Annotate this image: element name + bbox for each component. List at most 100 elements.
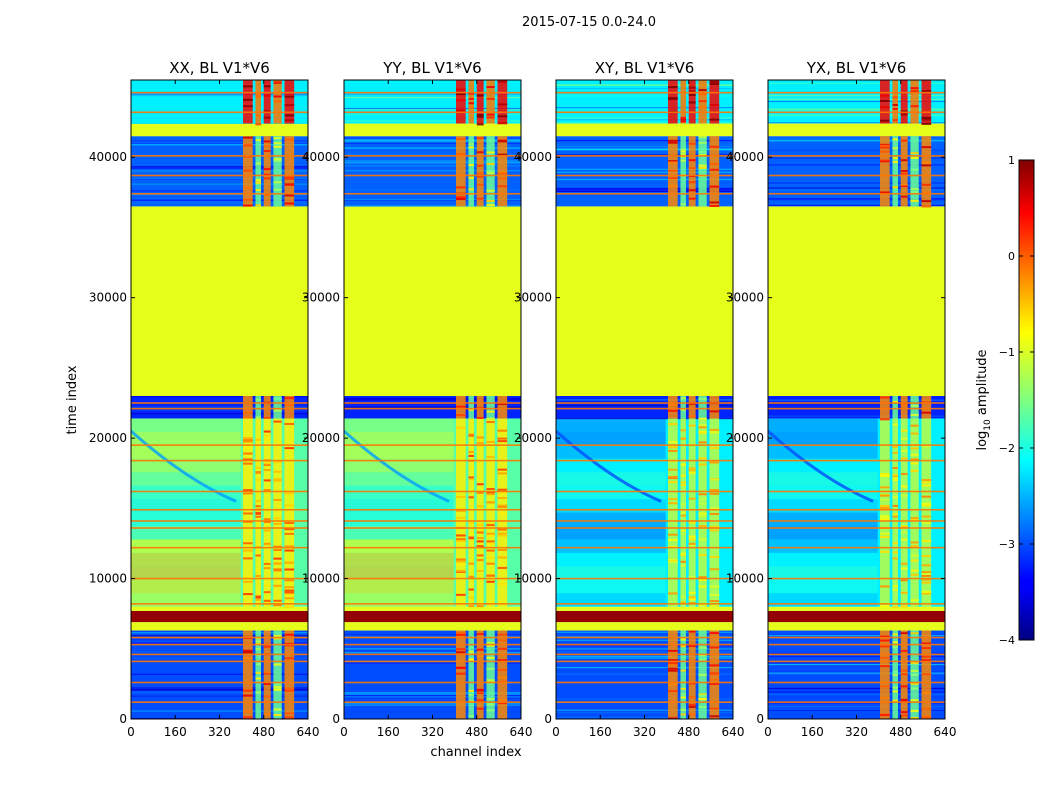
rfi-speckle	[263, 438, 271, 441]
noise-line	[131, 688, 308, 691]
rfi-speckle	[486, 189, 495, 192]
rfi-speckle	[680, 560, 686, 563]
rfi-speckle	[709, 410, 720, 413]
signal-gradient	[344, 458, 454, 473]
rfi-channel-block	[688, 395, 696, 419]
rfi-speckle	[497, 103, 508, 106]
rfi-speckle	[709, 83, 720, 86]
rfi-speckle	[273, 100, 282, 103]
rfi-speckle	[255, 574, 261, 577]
rfi-speckle	[476, 175, 484, 178]
flag-row	[344, 577, 521, 580]
rfi-speckle	[709, 492, 720, 495]
rfi-speckle	[688, 197, 696, 200]
rfi-speckle	[688, 189, 696, 192]
rfi-speckle	[284, 504, 295, 507]
noise-line	[131, 413, 308, 415]
rfi-speckle	[284, 593, 295, 596]
noise-line	[131, 710, 308, 712]
noise-line	[344, 692, 521, 694]
flag-row	[768, 174, 945, 177]
rfi-speckle	[668, 717, 678, 719]
noise-line	[556, 651, 733, 653]
rfi-speckle	[892, 496, 898, 499]
rfi-speckle	[698, 100, 707, 103]
colorbar-gradient	[1018, 159, 1035, 641]
signal-gradient	[768, 566, 878, 580]
flag-row	[556, 577, 733, 580]
noise-line	[556, 148, 733, 150]
rfi-speckle	[680, 514, 686, 517]
rfi-speckle	[476, 123, 484, 126]
rfi-speckle	[273, 708, 282, 711]
rfi-speckle	[476, 94, 484, 97]
rfi-speckle	[476, 655, 484, 658]
rfi-speckle	[284, 176, 295, 179]
y-tick-label: 0	[119, 712, 127, 726]
rfi-speckle	[921, 481, 932, 484]
rfi-speckle	[243, 716, 253, 719]
rfi-speckle	[892, 670, 898, 673]
band-flat	[344, 610, 521, 623]
signal-gradient	[556, 472, 666, 486]
rfi-speckle	[680, 116, 686, 119]
signal-gradient	[131, 418, 241, 432]
flag-row	[344, 192, 521, 195]
rfi-speckle	[468, 596, 474, 599]
rfi-speckle	[476, 417, 484, 420]
rfi-speckle	[497, 437, 508, 440]
rfi-speckle	[284, 591, 295, 594]
rfi-channel-block	[456, 418, 466, 607]
rfi-speckle	[668, 86, 678, 89]
noise-line	[556, 399, 733, 401]
rfi-speckle	[688, 682, 696, 685]
rfi-speckle	[921, 592, 932, 595]
rfi-speckle	[255, 648, 261, 651]
rfi-speckle	[284, 549, 295, 552]
rfi-speckle	[468, 433, 474, 436]
flag-row	[556, 520, 733, 522]
noise-line	[768, 412, 945, 414]
rfi-speckle	[680, 159, 686, 162]
panel-xx: 0 160 320 480 640 0 10000 20000 30000 40000 XX, BL…	[89, 59, 320, 739]
drift-feature	[768, 429, 874, 503]
rfi-channel-block	[698, 136, 707, 207]
rfi-speckle	[668, 592, 678, 595]
rfi-speckle	[468, 562, 474, 565]
rfi-speckle	[243, 144, 253, 147]
rfi-channel-block	[486, 395, 495, 419]
rfi-speckle	[273, 557, 282, 560]
rfi-speckle	[456, 538, 466, 541]
noise-line	[768, 98, 945, 100]
signal-gradient	[344, 566, 454, 580]
rfi-speckle	[698, 604, 707, 607]
noise-line	[556, 187, 733, 190]
rfi-speckle	[892, 451, 898, 454]
rfi-speckle	[468, 434, 474, 437]
rfi-speckle	[698, 693, 707, 696]
rfi-speckle	[263, 150, 271, 153]
rfi-speckle	[486, 116, 495, 119]
rfi-speckle	[921, 502, 932, 505]
rfi-channel-block	[668, 630, 678, 719]
rfi-speckle	[668, 477, 678, 480]
rfi-speckle	[709, 80, 720, 83]
rfi-speckle	[880, 150, 890, 153]
rfi-speckle	[892, 588, 898, 591]
rfi-speckle	[476, 540, 484, 543]
rfi-speckle	[486, 642, 495, 645]
rfi-speckle	[900, 567, 908, 570]
rfi-speckle	[476, 545, 484, 548]
rfi-speckle	[921, 122, 932, 125]
rfi-speckle	[709, 488, 720, 491]
flag-row	[556, 192, 733, 195]
band-flat	[344, 123, 521, 137]
rfi-channel-block	[892, 395, 898, 419]
rfi-channel-block	[910, 80, 919, 124]
noise-line	[768, 138, 945, 140]
rfi-speckle	[892, 423, 898, 426]
rfi-speckle	[900, 562, 908, 565]
rfi-speckle	[892, 476, 898, 479]
rfi-speckle	[892, 542, 898, 545]
rfi-speckle	[456, 666, 466, 669]
